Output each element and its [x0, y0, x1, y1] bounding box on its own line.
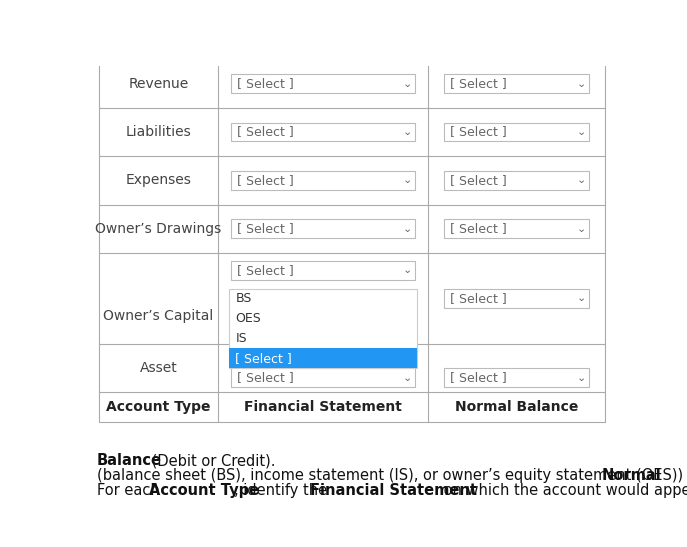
Bar: [444, 368, 589, 387]
Text: BS: BS: [236, 292, 252, 305]
Bar: [231, 261, 416, 280]
Text: ⌄: ⌄: [576, 224, 586, 234]
Text: ⌄: ⌄: [403, 79, 412, 89]
Text: ⌄: ⌄: [576, 373, 586, 382]
Bar: [231, 219, 416, 238]
Bar: [231, 74, 416, 93]
Text: Liabilities: Liabilities: [126, 125, 192, 139]
Text: For each: For each: [96, 482, 164, 498]
Text: [ Select ]: [ Select ]: [450, 125, 507, 138]
Bar: [444, 289, 589, 308]
Text: Owner’s Drawings: Owner’s Drawings: [95, 222, 222, 236]
Text: on which the account would appear: on which the account would appear: [439, 482, 687, 498]
Text: [ Select ]: [ Select ]: [237, 222, 294, 235]
Text: ⌄: ⌄: [403, 127, 412, 137]
Text: Account Type: Account Type: [149, 482, 259, 498]
Bar: [444, 123, 589, 142]
Text: ⌄: ⌄: [576, 127, 586, 137]
Text: [ Select ]: [ Select ]: [450, 292, 507, 305]
Text: Revenue: Revenue: [128, 77, 189, 91]
Text: Owner’s Capital: Owner’s Capital: [104, 310, 214, 323]
Text: [ Select ]: [ Select ]: [237, 174, 294, 187]
Text: OES: OES: [236, 312, 261, 325]
Text: [ Select ]: [ Select ]: [450, 371, 507, 384]
Text: [ Select ]: [ Select ]: [450, 77, 507, 90]
Bar: [229, 348, 417, 368]
Bar: [99, 59, 605, 422]
Text: ⌄: ⌄: [403, 373, 412, 382]
Bar: [229, 289, 417, 368]
Text: [ Select ]: [ Select ]: [237, 264, 294, 277]
Text: , identify the: , identify the: [234, 482, 332, 498]
Text: Expenses: Expenses: [126, 173, 192, 188]
Bar: [444, 219, 589, 238]
Bar: [444, 171, 589, 190]
Text: Account Type: Account Type: [106, 400, 211, 414]
Bar: [444, 74, 589, 93]
Text: ⌄: ⌄: [403, 265, 412, 275]
Text: [ Select ]: [ Select ]: [237, 77, 294, 90]
Text: (Debit or Credit).: (Debit or Credit).: [147, 453, 275, 468]
Text: ⌄: ⌄: [576, 176, 586, 185]
Text: Normal: Normal: [602, 468, 662, 483]
Text: [ Select ]: [ Select ]: [236, 352, 292, 365]
Bar: [231, 123, 416, 142]
Text: Balance: Balance: [96, 453, 161, 468]
Text: Financial Statement: Financial Statement: [244, 400, 402, 414]
Bar: [231, 171, 416, 190]
Text: ⌄: ⌄: [403, 176, 412, 185]
Text: [ Select ]: [ Select ]: [237, 125, 294, 138]
Text: Financial Statement: Financial Statement: [310, 482, 477, 498]
Bar: [231, 368, 416, 387]
Text: IS: IS: [236, 332, 247, 345]
Text: ⌄: ⌄: [576, 293, 586, 304]
Text: Normal Balance: Normal Balance: [455, 400, 578, 414]
Text: ⌄: ⌄: [403, 224, 412, 234]
Text: ⌄: ⌄: [576, 79, 586, 89]
Text: [ Select ]: [ Select ]: [450, 222, 507, 235]
Text: [ Select ]: [ Select ]: [237, 371, 294, 384]
Text: (balance sheet (BS), income statement (IS), or owner’s equity statement (OES)) a: (balance sheet (BS), income statement (I…: [96, 468, 687, 483]
Text: [ Select ]: [ Select ]: [450, 174, 507, 187]
Text: Asset: Asset: [139, 361, 177, 375]
